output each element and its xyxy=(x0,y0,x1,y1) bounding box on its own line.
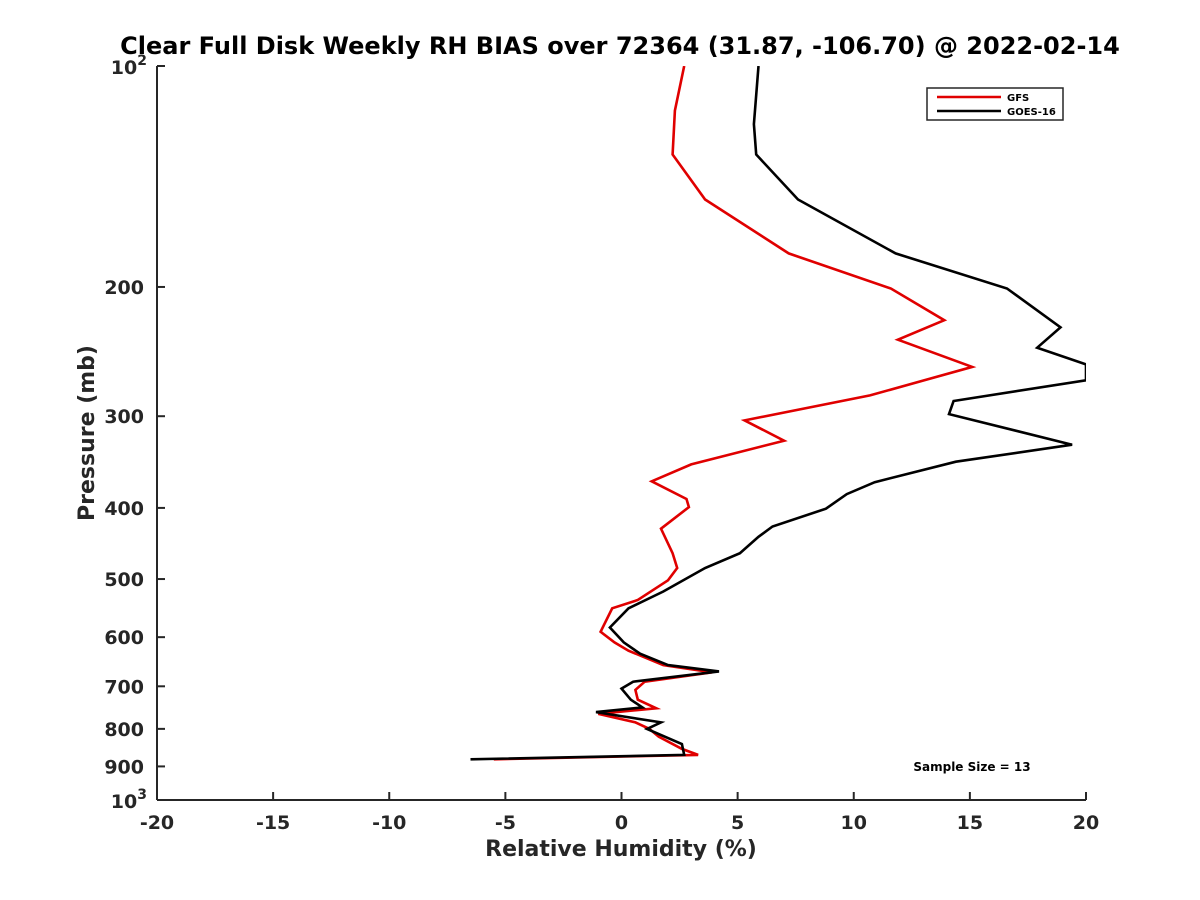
x-tick-label: -10 xyxy=(372,812,406,834)
sample-size-annotation: Sample Size = 13 xyxy=(913,760,1030,774)
x-tick-label: 20 xyxy=(1073,812,1099,834)
legend-label-goes16: GOES-16 xyxy=(1007,107,1056,118)
x-axis-label: Relative Humidity (%) xyxy=(485,837,757,862)
x-tick-label: 15 xyxy=(957,812,983,834)
y-tick-label: 103 xyxy=(111,787,147,813)
y-tick-label: 102 xyxy=(111,53,147,79)
chart-title: Clear Full Disk Weekly RH BIAS over 7236… xyxy=(120,32,1120,60)
y-axis-label: Pressure (mb) xyxy=(75,345,100,521)
legend-label-gfs: GFS xyxy=(1007,93,1029,104)
series-line-goes16 xyxy=(470,66,1086,761)
x-tick-label: -5 xyxy=(495,812,516,834)
y-tick-label: 700 xyxy=(104,676,144,698)
series-layer xyxy=(470,66,1086,761)
y-tick-label: 300 xyxy=(104,406,144,428)
y-tick-label-base: 10 xyxy=(111,791,137,813)
x-ticks: -20 -15 -10 -5 0 5 10 15 20 xyxy=(140,792,1099,834)
y-tick-label: 400 xyxy=(104,498,144,520)
y-tick-label: 500 xyxy=(104,569,144,591)
x-tick-label: 5 xyxy=(731,812,744,834)
y-tick-label: 200 xyxy=(104,277,144,299)
y-tick-label: 600 xyxy=(104,627,144,649)
x-tick-label: 0 xyxy=(615,812,628,834)
legend-box xyxy=(926,87,1064,121)
x-tick-label: 10 xyxy=(841,812,867,834)
y-tick-label: 800 xyxy=(104,719,144,741)
x-tick-label: -20 xyxy=(140,812,174,834)
y-tick-label-exponent: 2 xyxy=(137,53,147,69)
y-tick-label-base: 10 xyxy=(111,57,137,79)
y-tick-label: 900 xyxy=(104,756,144,778)
legend: GFS GOES-16 xyxy=(926,87,1064,121)
x-tick-label: -15 xyxy=(256,812,290,834)
y-tick-label-exponent: 3 xyxy=(137,787,147,803)
